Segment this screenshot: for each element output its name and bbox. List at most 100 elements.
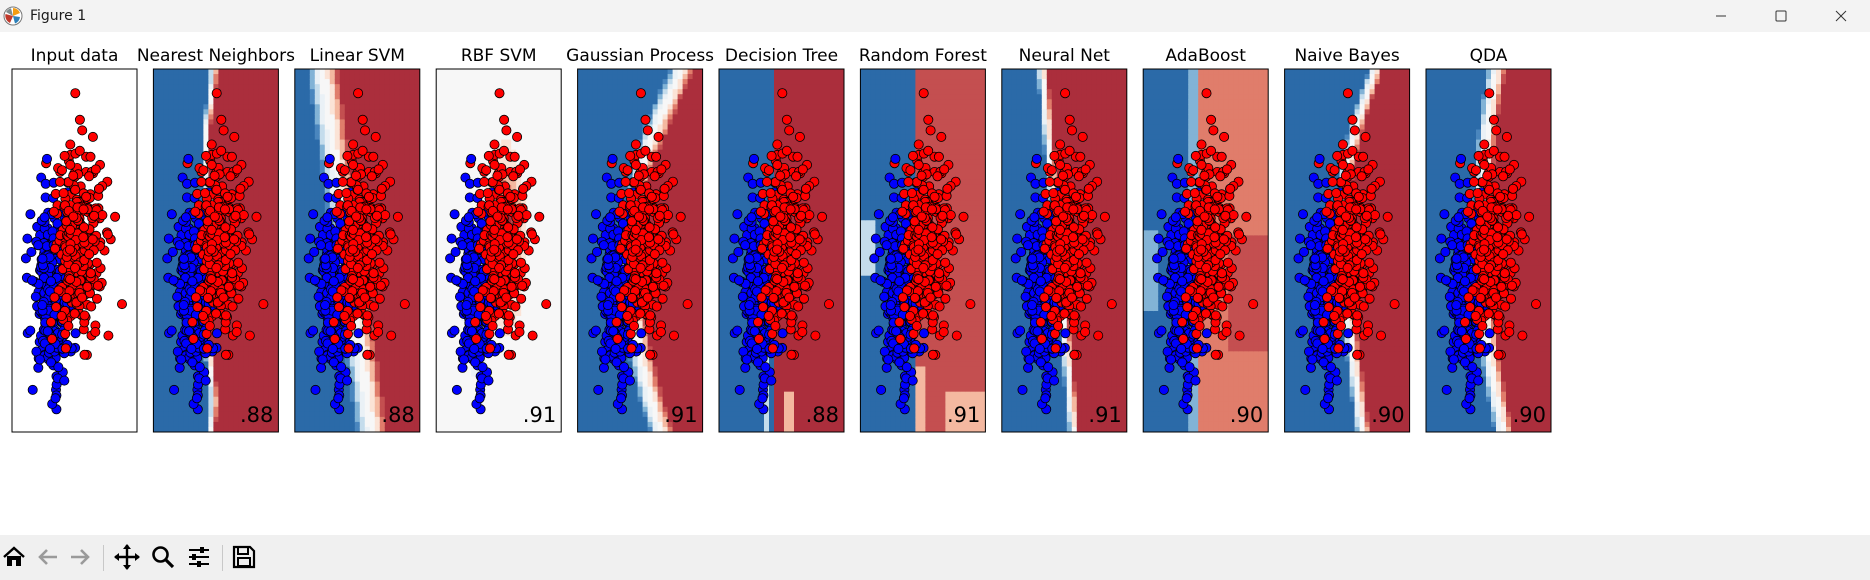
- class1-point: [86, 301, 97, 312]
- class0-point: [749, 153, 760, 164]
- class1-point: [1035, 317, 1046, 328]
- class1-point: [61, 216, 72, 227]
- maximize-button[interactable]: [1758, 0, 1804, 32]
- class1-point: [206, 139, 217, 150]
- class1-point: [70, 88, 81, 99]
- class1-point: [229, 131, 240, 142]
- subplot-panel: Linear SVM.88: [294, 46, 421, 433]
- class0-point: [353, 328, 364, 339]
- data-points: [303, 88, 410, 415]
- class1-point: [1055, 139, 1066, 150]
- class1-point: [513, 210, 524, 221]
- class0-point: [1035, 276, 1046, 287]
- class1-point: [392, 211, 403, 222]
- class1-point: [483, 150, 494, 161]
- class0-point: [1027, 300, 1038, 311]
- class1-point: [934, 301, 945, 312]
- class1-point: [1058, 211, 1069, 222]
- class0-point: [740, 362, 751, 373]
- class1-point: [206, 159, 217, 170]
- class0-point: [602, 300, 613, 311]
- class1-point: [226, 151, 237, 162]
- class0-point: [200, 375, 211, 386]
- class1-point: [196, 176, 207, 187]
- class0-point: [1027, 253, 1038, 264]
- class1-point: [635, 308, 646, 319]
- axes-frame: [294, 68, 421, 433]
- maximize-icon: [1775, 10, 1787, 22]
- class0-point: [42, 153, 53, 164]
- class0-point: [875, 275, 886, 286]
- class1-point: [1055, 224, 1066, 235]
- class0-point: [616, 393, 627, 404]
- class0-point: [33, 240, 44, 251]
- class1-point: [470, 317, 481, 328]
- class1-point: [220, 222, 231, 233]
- class1-point: [942, 183, 953, 194]
- class1-point: [767, 343, 778, 354]
- class0-point: [34, 354, 45, 365]
- class0-point: [1032, 326, 1043, 337]
- class1-point: [768, 292, 779, 303]
- class0-point: [33, 362, 44, 373]
- class1-point: [1075, 268, 1086, 279]
- panel-title: Linear SVM: [310, 46, 405, 66]
- class0-point: [608, 326, 619, 337]
- class1-point: [614, 206, 625, 217]
- figure-canvas[interactable]: Input data Nearest Neighbors .88 Linear SVM…: [0, 32, 1870, 535]
- class1-point: [1075, 151, 1086, 162]
- class0-point: [327, 343, 338, 354]
- axes-frame: [859, 68, 986, 433]
- close-button[interactable]: [1818, 0, 1864, 32]
- class0-point: [449, 209, 460, 220]
- class1-point: [645, 349, 656, 360]
- class1-point: [232, 164, 243, 175]
- class0-point: [461, 253, 472, 264]
- class1-point: [1072, 281, 1083, 292]
- class1-point: [622, 310, 633, 321]
- class1-point: [344, 292, 355, 303]
- class1-point: [204, 320, 215, 331]
- class1-point: [1054, 274, 1065, 285]
- class1-point: [331, 206, 342, 217]
- class0-point: [888, 212, 899, 223]
- panel-plot-area: [1001, 69, 1127, 432]
- class1-point: [197, 310, 208, 321]
- class1-point: [515, 164, 526, 175]
- class1-point: [622, 165, 633, 176]
- class0-point: [753, 357, 764, 368]
- class0-point: [744, 253, 755, 264]
- class0-point: [174, 362, 185, 373]
- class0-point: [1043, 362, 1054, 373]
- class1-point: [206, 244, 217, 255]
- class1-point: [909, 343, 920, 354]
- data-points: [727, 88, 835, 415]
- class1-point: [332, 292, 343, 303]
- class0-point: [46, 276, 57, 287]
- class0-point: [1023, 240, 1034, 251]
- class1-point: [784, 125, 795, 136]
- class1-point: [501, 125, 512, 136]
- class1-point: [94, 183, 105, 194]
- class1-point: [763, 310, 774, 321]
- class1-point: [1076, 301, 1087, 312]
- panel-plot-area: [719, 69, 844, 432]
- class1-point: [653, 234, 664, 245]
- class0-point: [636, 328, 647, 339]
- class0-point: [885, 253, 896, 264]
- minimize-button[interactable]: [1698, 0, 1744, 32]
- class1-point: [809, 229, 820, 240]
- class1-point: [764, 165, 775, 176]
- class0-point: [42, 326, 53, 337]
- class1-point: [941, 280, 952, 291]
- score-label: .91: [947, 403, 980, 427]
- class1-point: [642, 292, 653, 303]
- class1-point: [209, 170, 220, 181]
- class1-point: [824, 299, 835, 310]
- class0-point: [46, 357, 57, 368]
- class0-point: [39, 212, 50, 223]
- class1-point: [797, 164, 808, 175]
- class1-point: [1059, 308, 1070, 319]
- class0-point: [611, 276, 622, 287]
- axes-frame: [718, 68, 845, 433]
